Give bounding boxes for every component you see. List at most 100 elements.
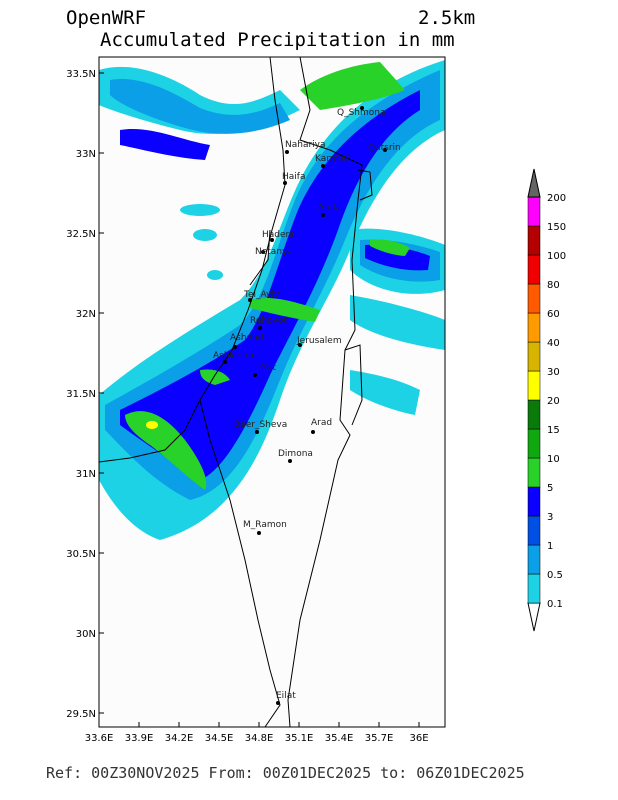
colorbar-label: 100 [547,251,566,262]
colorbar-box [527,283,541,314]
city-dot [233,345,237,349]
y-tick-label: 33.5N [66,69,96,80]
colorbar-label: 3 [547,512,553,523]
city-label: Nahariya [285,140,326,150]
city-label: Dimona [278,449,313,459]
egypt-border [199,399,281,728]
coastline [98,56,286,463]
colorbar-label: 30 [547,367,560,378]
colorbar-box [527,341,541,372]
x-tick-label: 35.1E [285,733,314,744]
colorbar-box [527,225,541,256]
colorbar-box [527,399,541,430]
colorbar-box [527,254,541,285]
city-label: Arad [311,418,332,428]
colorbar-label: 20 [547,396,560,407]
y-tick-label: 31N [76,469,96,480]
city-dot [223,360,227,364]
city-dot [283,181,287,185]
city-dot [383,148,387,152]
precipitation-field [99,60,445,540]
colorbar-label: 150 [547,222,566,233]
x-tick-label: 34.5E [205,733,234,744]
city-dot [253,373,257,377]
city-dot [255,430,259,434]
city-label: Beer_Sheva [234,420,287,430]
x-tick-label: 33.9E [125,733,154,744]
precip-peak [146,421,158,429]
city-label: Jerusalem [296,336,342,346]
precip-heavy [120,90,430,480]
precip-strong [125,62,410,490]
city-label: M_Ramon [243,520,287,530]
colorbar-under [527,602,541,632]
city-dot [258,326,262,330]
city-label: Ashdod [230,333,263,343]
city-dot [288,459,292,463]
colorbar-label: 80 [547,280,560,291]
sea-of-galilee [357,169,373,201]
city-label: Hadera [262,230,295,240]
city-dot [257,531,261,535]
x-tick-label: 35.7E [365,733,394,744]
colorbar-label: 15 [547,425,560,436]
city-label: Eilat [276,691,296,701]
cities: Q_Shmona Nahariya Karmiel Qatsrin Haifa … [213,106,401,705]
jordan-border [287,56,363,728]
map-title: Accumulated Precipitation in mm [100,29,455,51]
city-label: Netanya [255,247,293,257]
city-dot [248,298,252,302]
colorbar-box [527,544,541,575]
city-dot [360,106,364,110]
colorbar-box [527,428,541,459]
footer: Ref: 00Z30NOV2025 From: 00Z01DEC2025 to:… [46,764,525,782]
colorbar-label: 10 [547,454,560,465]
colorbar-box [527,370,541,401]
x-tick-label: 33.6E [85,733,114,744]
x-tick-label: 34.8E [245,733,274,744]
city-label: Gat [260,363,276,373]
y-tick-label: 32.5N [66,229,96,240]
city-dot [321,213,325,217]
colorbar-label: 200 [547,193,566,204]
colorbar-label: 1 [547,541,553,552]
city-dot [311,430,315,434]
colorbar-box [527,196,541,227]
dead-sea [344,344,363,426]
city-label: Q_Shmona [337,108,386,118]
y-tick-label: 29.5N [66,709,96,720]
borders [98,56,373,728]
city-dot [261,250,265,254]
city-dot [285,150,289,154]
x-tick-label: 36E [409,733,428,744]
city-dot [321,164,325,168]
colorbar-over [527,168,541,198]
y-tick-label: 30.5N [66,549,96,560]
city-label: Karmiel [315,154,349,164]
colorbar-box [527,457,541,488]
region-line [249,229,271,286]
city-label: Qatsrin [368,143,401,153]
colorbar-box [527,573,541,604]
model-name: OpenWRF [66,7,146,29]
city-label: Rehovot [250,316,287,326]
city-dot [276,701,280,705]
city-dot [270,238,274,242]
city-label: Afula [318,203,341,213]
x-tick-label: 35.4E [325,733,354,744]
colorbar-label: 0.1 [547,599,563,610]
city-label: Tel_Aviv [243,290,280,300]
y-tick-label: 31.5N [66,389,96,400]
colorbar-box [527,312,541,343]
colorbar-label: 40 [547,338,560,349]
city-label: Ashkelon [213,351,254,361]
city-dot [298,343,302,347]
y-tick-label: 33N [76,149,96,160]
colorbar-label: 5 [547,483,553,494]
map-frame [98,56,446,728]
city-label: Haifa [282,172,305,182]
axes: 33.6E 33.9E 34.2E 34.5E 34.8E 35.1E 35.4E 35.7E… [66,69,428,744]
colorbar-box [527,515,541,546]
colorbar: 0.1 0.5 1 3 5 10 15 20 30 40 60 80 100 150 200 [527,168,566,632]
y-tick-label: 30N [76,629,96,640]
